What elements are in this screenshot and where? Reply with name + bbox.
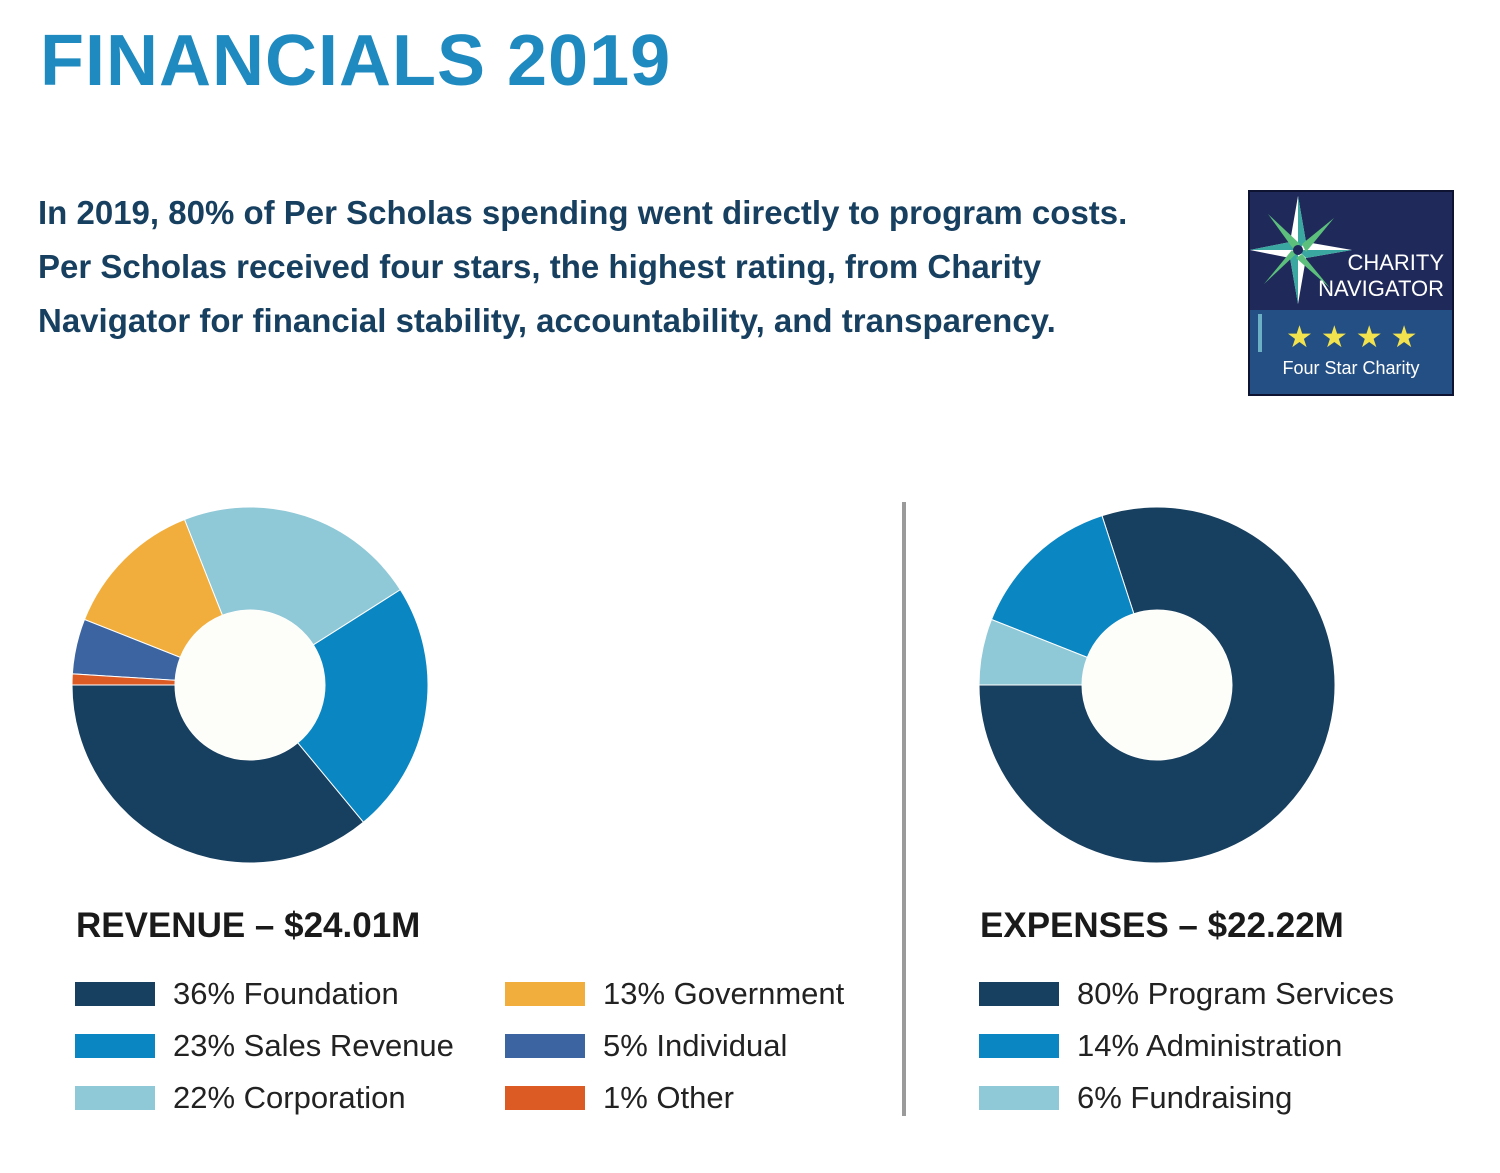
legend-swatch — [75, 1086, 155, 1110]
legend-label: 1% Other — [603, 1080, 734, 1115]
legend-swatch — [505, 982, 585, 1006]
page-title: FINANCIALS 2019 — [40, 21, 672, 101]
legend-item: 6% Fundraising — [979, 1078, 1292, 1118]
expenses-chart-title: EXPENSES – $22.22M — [980, 906, 1344, 945]
legend-label: 23% Sales Revenue — [173, 1028, 454, 1063]
legend-swatch — [505, 1086, 585, 1110]
legend-label: 80% Program Services — [1077, 976, 1395, 1011]
legend-swatch — [75, 982, 155, 1006]
legend-item: 5% Individual — [505, 1026, 787, 1066]
legend-swatch — [505, 1034, 585, 1058]
legend-label: 6% Fundraising — [1077, 1080, 1293, 1115]
legend-item: 14% Administration — [979, 1026, 1342, 1066]
revenue-donut-chart — [71, 506, 429, 864]
legend-item: 1% Other — [505, 1078, 734, 1118]
legend-label: 36% Foundation — [173, 976, 399, 1011]
donut-hole — [175, 610, 325, 760]
legend-label: 22% Corporation — [173, 1080, 406, 1115]
badge-stars: ★★★★ — [1286, 321, 1426, 354]
legend-item: 23% Sales Revenue — [75, 1026, 454, 1066]
intro-paragraph: In 2019, 80% of Per Scholas spending wen… — [38, 194, 1128, 339]
legend-swatch — [75, 1034, 155, 1058]
legend-item: 36% Foundation — [75, 974, 399, 1014]
legend-swatch — [979, 1034, 1059, 1058]
donut-hole — [1082, 610, 1232, 760]
legend-label: 13% Government — [603, 976, 845, 1011]
badge-title-line2: NAVIGATOR — [1318, 276, 1444, 301]
legend-label: 14% Administration — [1077, 1028, 1343, 1063]
legend-label: 5% Individual — [603, 1028, 788, 1063]
legend-item: 80% Program Services — [979, 974, 1394, 1014]
compass-star-icon — [1250, 196, 1352, 304]
legend-swatch — [979, 1086, 1059, 1110]
charity-navigator-badge: CHARITY NAVIGATOR ★★★★ Four Star Charity — [1248, 190, 1454, 396]
legend-item: 22% Corporation — [75, 1078, 406, 1118]
legend-item: 13% Government — [505, 974, 844, 1014]
badge-title-line1: CHARITY — [1347, 250, 1444, 275]
section-divider — [902, 502, 906, 1116]
revenue-chart-title: REVENUE – $24.01M — [76, 906, 421, 945]
expenses-donut-chart — [978, 506, 1336, 864]
legend-swatch — [979, 982, 1059, 1006]
badge-tagline: Four Star Charity — [1282, 358, 1420, 378]
